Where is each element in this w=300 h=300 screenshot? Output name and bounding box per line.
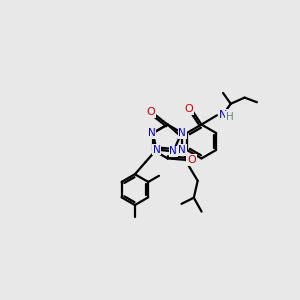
Text: O: O	[187, 155, 196, 165]
Text: N: N	[219, 110, 227, 119]
Text: O: O	[185, 104, 194, 114]
Text: N: N	[178, 145, 186, 155]
Text: N: N	[153, 145, 160, 154]
Text: N: N	[178, 128, 186, 138]
Text: O: O	[146, 107, 155, 117]
Text: N: N	[148, 128, 155, 138]
Text: H: H	[226, 112, 234, 122]
Text: N: N	[169, 146, 177, 156]
